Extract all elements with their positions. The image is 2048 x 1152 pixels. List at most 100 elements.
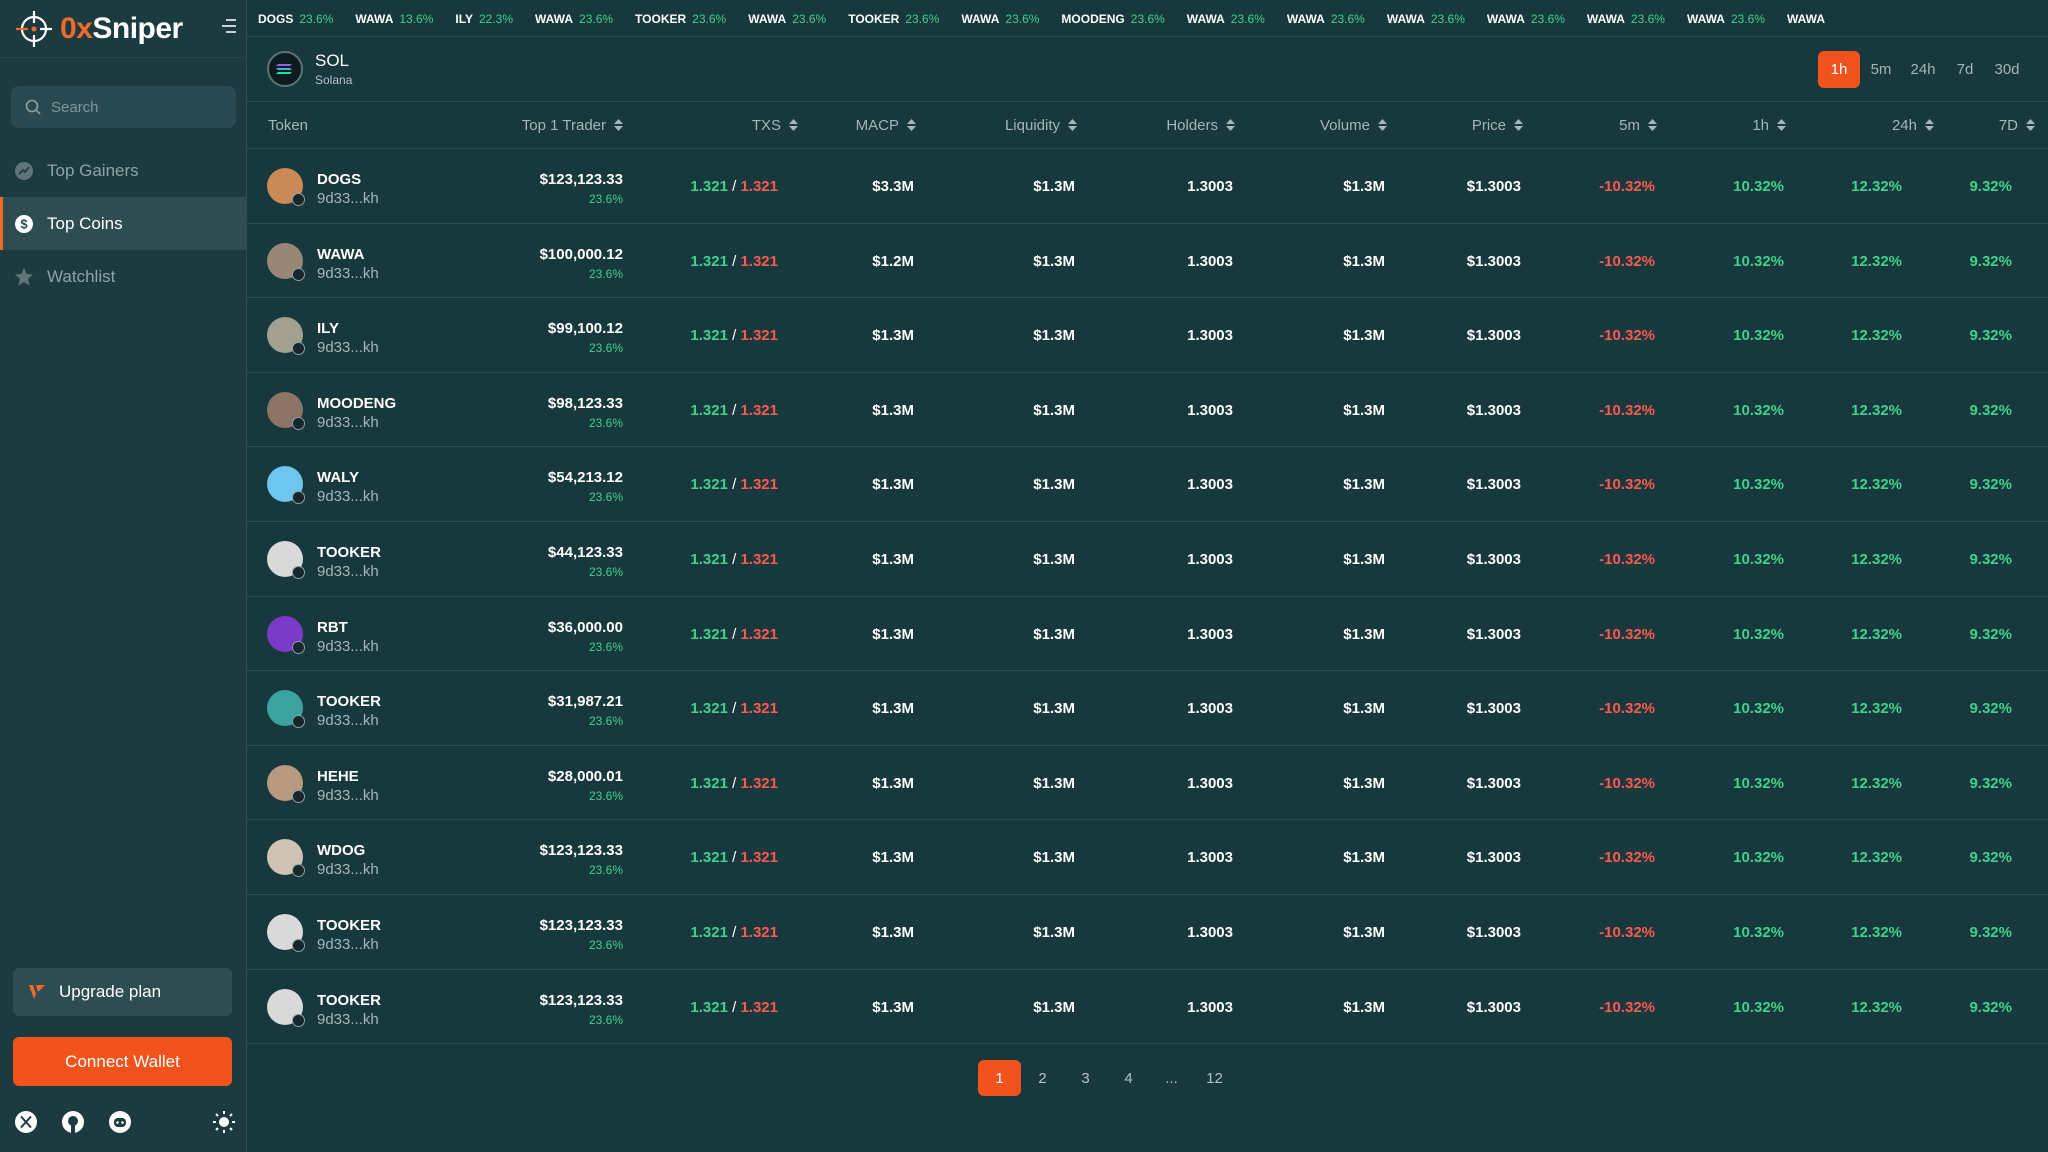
ticker-item[interactable]: WAWA 23.6%: [1387, 11, 1465, 26]
token-name[interactable]: TOOKER: [317, 693, 381, 711]
change-5m-value: -10.32%: [1599, 998, 1655, 1016]
search-input[interactable]: [51, 98, 221, 116]
ticker-item[interactable]: ILY 22.3%: [455, 11, 513, 26]
token-name[interactable]: TOOKER: [317, 543, 381, 561]
menu-toggle-icon[interactable]: [218, 19, 236, 35]
change-7d-value: 9.32%: [1969, 178, 2012, 195]
page-button[interactable]: 12: [1206, 1069, 1223, 1087]
sidebar-item-top-coins[interactable]: $ Top Coins: [0, 197, 247, 250]
table-row[interactable]: ILY 9d33...kh $99,100.12 23.6% 1.321 / 1.321…: [247, 298, 2048, 373]
ticker-item[interactable]: WAWA 23.6%: [1287, 11, 1365, 26]
txs-value: 1.321 / 1.321: [690, 252, 778, 270]
token-name[interactable]: RBT: [317, 618, 348, 636]
top-trader-change: 23.6%: [588, 788, 623, 803]
search-box[interactable]: [11, 86, 236, 128]
table-row[interactable]: TOOKER 9d33...kh $31,987.21 23.6% 1.321 / 1.…: [247, 671, 2048, 746]
table-row[interactable]: WDOG 9d33...kh $123,123.33 23.6% 1.321 / 1.3…: [247, 820, 2048, 895]
ticker-item[interactable]: MOODENG 23.6%: [1061, 11, 1164, 26]
connect-wallet-button[interactable]: Connect Wallet: [13, 1037, 232, 1086]
token-name[interactable]: DOGS: [317, 171, 362, 188]
ticker-item[interactable]: WAWA: [1787, 11, 1831, 26]
token-name[interactable]: TOOKER: [317, 916, 381, 934]
top-trader-change: 23.6%: [588, 863, 623, 878]
ticker-item[interactable]: WAWA 23.6%: [1587, 11, 1665, 26]
token-name[interactable]: WALY: [317, 469, 359, 487]
ticker-item[interactable]: WAWA 23.6%: [535, 11, 613, 26]
column-header-top-trader[interactable]: Top 1 Trader: [522, 117, 623, 134]
ticker-item[interactable]: TOOKER 23.6%: [848, 11, 939, 26]
search-icon: [25, 99, 41, 115]
token-name[interactable]: MOODENG: [317, 394, 397, 412]
sidebar-item-top-gainers[interactable]: Top Gainers: [0, 144, 247, 197]
token-avatar: [267, 466, 305, 505]
page-button[interactable]: 1: [978, 1060, 1021, 1096]
ticker-change: 23.6%: [1330, 11, 1365, 26]
holders-value: 1.3003: [1187, 700, 1233, 718]
column-header-1h[interactable]: 1h: [1752, 117, 1786, 134]
upgrade-plan-button[interactable]: Upgrade plan: [13, 968, 232, 1016]
logo-row: 0xSniper: [0, 0, 246, 58]
sun-theme-icon[interactable]: [212, 1110, 236, 1134]
ticker-symbol: WAWA: [1486, 11, 1525, 26]
column-header-5m[interactable]: 5m: [1619, 117, 1657, 134]
chain-badge-icon: [292, 864, 305, 878]
ticker-item[interactable]: WAWA 23.6%: [1187, 11, 1265, 26]
ticker-change: 23.6%: [905, 11, 940, 26]
column-header-24h[interactable]: 24h: [1892, 117, 1934, 134]
table-row[interactable]: MOODENG 9d33...kh $98,123.33 23.6% 1.321 / 1…: [247, 373, 2048, 448]
ticker-change: 23.6%: [1430, 11, 1465, 26]
column-header-holders[interactable]: Holders: [1166, 117, 1235, 134]
table-header: Token Top 1 Trader TXS MACP Liquidity Ho…: [247, 102, 2048, 149]
discord-icon[interactable]: [108, 1110, 132, 1134]
solana-logo-icon[interactable]: [267, 51, 303, 87]
token-name[interactable]: WDOG: [317, 842, 366, 860]
sidebar-item-watchlist[interactable]: Watchlist: [0, 250, 247, 303]
ticker-item[interactable]: DOGS 23.6%: [258, 11, 333, 26]
table-row[interactable]: TOOKER 9d33...kh $44,123.33 23.6% 1.321 / 1.…: [247, 522, 2048, 597]
change-24h-value: 12.32%: [1851, 774, 1902, 792]
timeframe-7d[interactable]: 7d: [1956, 61, 1974, 78]
star-icon: [14, 267, 34, 287]
column-header-7d[interactable]: 7D: [1999, 117, 2035, 134]
table-row[interactable]: TOOKER 9d33...kh $123,123.33 23.6% 1.321 / 1…: [247, 895, 2048, 970]
connect-label: Connect Wallet: [65, 1051, 180, 1071]
x-twitter-icon[interactable]: [14, 1110, 38, 1134]
table-row[interactable]: HEHE 9d33...kh $28,000.01 23.6% 1.321 / 1.32…: [247, 746, 2048, 821]
github-icon[interactable]: [61, 1110, 85, 1134]
ticker-item[interactable]: WAWA 23.6%: [961, 11, 1039, 26]
column-header-liquidity[interactable]: Liquidity: [1005, 117, 1077, 134]
token-name[interactable]: ILY: [317, 320, 339, 338]
token-address: 9d33...kh: [317, 190, 379, 207]
page-button[interactable]: 2: [1038, 1069, 1047, 1087]
ticker-item[interactable]: WAWA 23.6%: [748, 11, 826, 26]
token-avatar: [267, 615, 305, 654]
column-header-price[interactable]: Price: [1472, 117, 1523, 134]
column-header-macp[interactable]: MACP: [856, 117, 916, 134]
token-name[interactable]: TOOKER: [317, 991, 381, 1009]
timeframe-5m[interactable]: 5m: [1870, 61, 1892, 78]
change-5m-value: -10.32%: [1599, 774, 1655, 792]
timeframe-30d[interactable]: 30d: [1994, 61, 2020, 78]
token-name[interactable]: HEHE: [317, 767, 359, 785]
token-name[interactable]: WAWA: [317, 245, 365, 263]
table-row[interactable]: TOOKER 9d33...kh $123,123.33 23.6% 1.321 / 1…: [247, 970, 2048, 1045]
column-header-txs[interactable]: TXS: [752, 117, 798, 134]
volume-value: $1.3M: [1343, 178, 1385, 195]
page-button[interactable]: 3: [1081, 1069, 1090, 1087]
ticker-item[interactable]: WAWA 23.6%: [1687, 11, 1765, 26]
page-button[interactable]: ...: [1165, 1069, 1178, 1087]
table-row[interactable]: WALY 9d33...kh $54,213.12 23.6% 1.321 / 1.32…: [247, 447, 2048, 522]
column-header-token[interactable]: Token: [268, 117, 309, 134]
ticker-item[interactable]: TOOKER 23.6%: [635, 11, 726, 26]
ticker-item[interactable]: WAWA 23.6%: [1487, 11, 1565, 26]
ticker-item[interactable]: WAWA 13.6%: [355, 11, 433, 26]
table-row[interactable]: WAWA 9d33...kh $100,000.12 23.6% 1.321 / 1.3…: [247, 224, 2048, 299]
table-row[interactable]: DOGS 9d33...kh $123,123.33 23.6% 1.321 / 1.3…: [247, 149, 2048, 224]
column-header-volume[interactable]: Volume: [1320, 117, 1387, 134]
sort-icon: [1648, 119, 1657, 131]
table-row[interactable]: RBT 9d33...kh $36,000.00 23.6% 1.321 / 1.321…: [247, 597, 2048, 672]
sort-icon: [907, 119, 916, 131]
page-button[interactable]: 4: [1124, 1069, 1133, 1087]
timeframe-24h[interactable]: 24h: [1910, 61, 1936, 78]
timeframe-1h[interactable]: 1h: [1818, 51, 1860, 88]
